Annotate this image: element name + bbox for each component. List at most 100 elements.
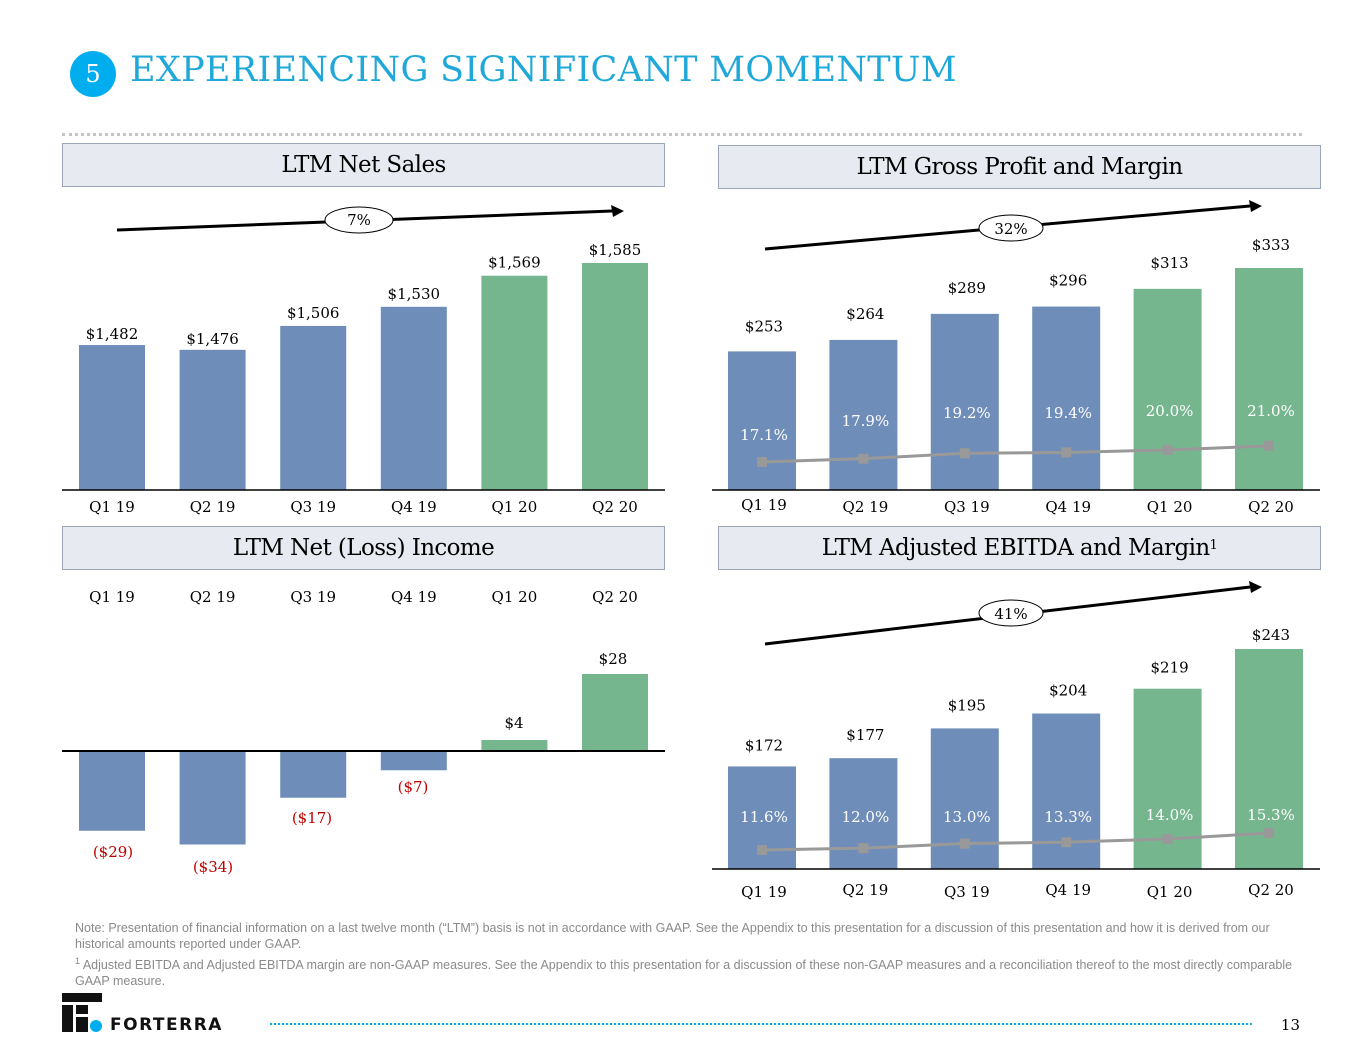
adj-ebitda-margin-marker — [1264, 827, 1274, 838]
gross-margin-marker — [1264, 440, 1274, 451]
gross-profit-value-label: $253 — [745, 317, 783, 335]
adj-ebitda-footnote-marker: 1 — [1209, 537, 1218, 553]
footnote-body: Adjusted EBITDA and Adjusted EBITDA marg… — [75, 958, 1293, 989]
net-sales-value-label: $1,569 — [488, 254, 541, 272]
gross-margin-label: 17.1% — [740, 426, 788, 444]
gross-profit-bar — [1235, 268, 1303, 490]
adj-ebitda-growth-label: 41% — [994, 605, 1027, 623]
net-sales-bar — [380, 306, 447, 490]
net-income-category-label: Q1 20 — [492, 588, 538, 606]
adj-ebitda-value-label: $243 — [1252, 626, 1290, 644]
adj-ebitda-value-label: $204 — [1049, 682, 1087, 700]
section-number: 5 — [85, 60, 101, 88]
forterra-logo-icon — [62, 993, 102, 1032]
net-sales-bar — [79, 345, 145, 490]
net-income-value-label: ($29) — [93, 843, 133, 861]
gross-profit-bar — [728, 351, 796, 490]
adj-ebitda-margin-marker — [1061, 837, 1072, 848]
adj-ebitda-title: LTM Adjusted EBITDA and Margin — [821, 535, 1210, 561]
adj-ebitda-margin-label: 14.0% — [1146, 806, 1194, 824]
adj-ebitda-category-label: Q2 20 — [1248, 881, 1294, 899]
net-sales-value-label: $1,476 — [186, 330, 239, 348]
net-income-category-label: Q2 20 — [592, 588, 638, 606]
net-sales-title: LTM Net Sales — [281, 152, 446, 178]
adj-ebitda-value-label: $172 — [745, 736, 783, 754]
net-sales-bar — [179, 349, 246, 490]
panel-header-gross-profit: LTM Gross Profit and Margin — [718, 145, 1321, 189]
gross-profit-bar — [1032, 306, 1101, 490]
adj-ebitda-category-label: Q2 19 — [843, 881, 889, 899]
gross-profit-growth-bubble — [978, 214, 1044, 242]
brand-name: FORTERRA — [110, 1015, 223, 1035]
gross-profit-category-label: Q4 19 — [1045, 498, 1091, 516]
adj-ebitda-trend-arrowhead — [1249, 581, 1262, 593]
net-income-value-label: $28 — [599, 650, 628, 668]
net-income-value-label: ($34) — [193, 858, 233, 876]
net-income-value-label: $4 — [504, 714, 523, 732]
net-sales-growth-bubble — [324, 206, 394, 234]
gross-margin-marker — [959, 448, 970, 459]
net-income-title: LTM Net (Loss) Income — [232, 535, 495, 561]
net-sales-value-label: $1,530 — [388, 285, 441, 303]
net-sales-value-label: $1,585 — [589, 241, 642, 259]
gross-profit-bar — [1133, 288, 1202, 490]
gross-margin-marker — [1162, 444, 1173, 455]
net-sales-category-label: Q3 19 — [290, 498, 336, 516]
net-income-bar — [582, 674, 648, 751]
gross-profit-bar — [930, 313, 999, 490]
adj-ebitda-category-label: Q1 19 — [741, 883, 787, 901]
gross-margin-label: 19.4% — [1044, 404, 1092, 422]
gross-profit-category-label: Q3 19 — [944, 498, 990, 516]
net-sales-trend-arrowhead — [611, 205, 624, 217]
gross-margin-label: 19.2% — [943, 404, 991, 422]
net-sales-value-label: $1,482 — [86, 325, 139, 343]
net-income-bar — [179, 751, 246, 845]
gross-margin-label: 17.9% — [842, 412, 890, 430]
adj-ebitda-margin-label: 15.3% — [1247, 806, 1295, 824]
net-income-category-label: Q3 19 — [290, 588, 336, 606]
net-sales-category-label: Q2 19 — [190, 498, 236, 516]
gross-profit-trend-arrowhead — [1249, 200, 1262, 212]
footer-divider — [270, 1023, 1252, 1025]
page-title: EXPERIENCING SIGNIFICANT MOMENTUM — [130, 50, 957, 90]
gross-margin-label: 21.0% — [1247, 402, 1295, 420]
gross-profit-title: LTM Gross Profit and Margin — [856, 154, 1184, 180]
adj-ebitda-margin-marker — [858, 843, 869, 854]
net-sales-category-label: Q1 19 — [89, 498, 135, 516]
gross-profit-growth-label: 32% — [994, 220, 1027, 238]
net-sales-bar — [481, 275, 548, 490]
adj-ebitda-margin-line — [761, 831, 1270, 852]
net-sales-category-label: Q2 20 — [592, 498, 638, 516]
panel-header-net-sales: LTM Net Sales — [62, 143, 665, 187]
gross-profit-value-label: $264 — [846, 305, 884, 323]
net-income-value-label: ($17) — [292, 809, 332, 827]
net-income-category-label: Q4 19 — [391, 588, 437, 606]
gross-profit-category-label: Q2 20 — [1248, 498, 1294, 516]
adj-ebitda-value-label: $219 — [1151, 659, 1189, 677]
net-sales-category-label: Q4 19 — [391, 498, 437, 516]
header-divider — [62, 133, 1302, 136]
adj-ebitda-margin-marker — [959, 838, 970, 849]
note-text: Note: Presentation of financial informat… — [75, 921, 1270, 951]
gross-profit-category-label: Q2 19 — [843, 498, 889, 516]
gross-profit-value-label: $313 — [1151, 254, 1189, 272]
adj-ebitda-value-label: $195 — [948, 696, 986, 714]
net-sales-growth-label: 7% — [347, 211, 371, 229]
net-sales-value-label: $1,506 — [287, 304, 340, 322]
panel-header-adj-ebitda: LTM Adjusted EBITDA and Margin 1 — [718, 526, 1321, 570]
adj-ebitda-margin-label: 13.0% — [943, 808, 991, 826]
gross-margin-line — [761, 444, 1270, 464]
net-sales-bar — [280, 325, 347, 490]
gross-margin-marker — [1061, 447, 1072, 458]
net-sales-category-label: Q1 20 — [492, 498, 538, 516]
adj-ebitda-margin-label: 13.3% — [1044, 808, 1092, 826]
adj-ebitda-value-label: $177 — [846, 726, 884, 744]
section-number-badge: 5 — [70, 51, 116, 97]
gross-profit-category-label: Q1 19 — [741, 496, 787, 514]
net-income-bar — [380, 751, 447, 771]
adj-ebitda-margin-marker — [757, 845, 767, 855]
adj-ebitda-category-label: Q3 19 — [944, 883, 990, 901]
page-number: 13 — [1280, 1016, 1300, 1034]
footnote-text: 1 Adjusted EBITDA and Adjusted EBITDA ma… — [75, 953, 1300, 989]
